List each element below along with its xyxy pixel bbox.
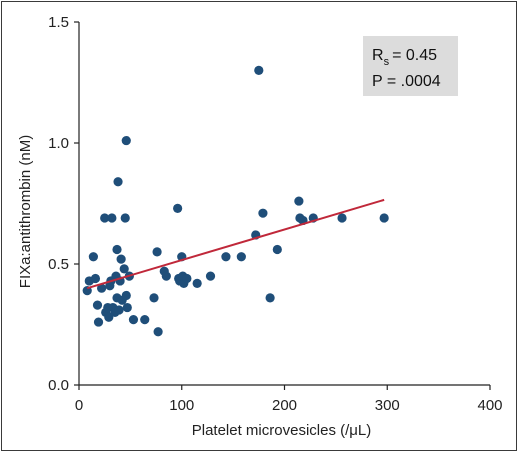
x-tick-label: 300 <box>375 397 400 414</box>
y-tick-label: 0.0 <box>48 377 69 394</box>
data-points <box>82 65 389 337</box>
data-point <box>140 315 150 325</box>
data-point <box>161 271 171 281</box>
data-point <box>152 247 162 257</box>
data-point <box>93 317 104 327</box>
data-point <box>121 135 131 146</box>
data-point <box>100 213 110 223</box>
rs-subscript: s <box>384 56 390 68</box>
data-point <box>254 65 264 75</box>
y-tick-label: 1.0 <box>48 135 69 152</box>
x-tick-label: 400 <box>477 397 502 414</box>
data-point <box>128 315 139 325</box>
data-point <box>90 273 101 284</box>
data-point <box>258 208 268 218</box>
data-point <box>107 213 117 223</box>
x-axis-ticks: 0 100 200 300 400 <box>75 385 503 414</box>
data-point <box>337 213 347 223</box>
data-point <box>182 273 192 284</box>
data-point <box>121 290 131 301</box>
x-tick-label: 100 <box>169 397 194 414</box>
data-point <box>221 252 231 262</box>
data-point <box>205 271 216 281</box>
data-point <box>272 244 282 255</box>
x-tick-label: 0 <box>75 397 83 414</box>
x-tick-label: 200 <box>272 397 297 414</box>
data-point <box>119 264 129 274</box>
data-point <box>149 293 159 303</box>
rs-symbol: R <box>372 47 384 64</box>
data-point <box>236 252 246 262</box>
data-point <box>114 305 124 315</box>
data-point <box>173 203 183 213</box>
y-tick-label: 0.5 <box>48 256 69 273</box>
data-point <box>104 312 114 322</box>
data-point <box>116 254 126 264</box>
stats-box <box>363 36 458 96</box>
data-point <box>294 196 304 206</box>
regression-line <box>86 198 385 290</box>
data-point <box>265 293 275 303</box>
x-axis-title: Platelet microvesicles (/μL) <box>192 422 372 439</box>
data-point <box>153 327 163 337</box>
data-point <box>97 283 107 293</box>
y-axis-ticks: 0.0 0.5 1.0 1.5 <box>48 14 79 394</box>
p-value-label: P = .0004 <box>372 73 441 90</box>
data-point <box>192 278 202 288</box>
data-point <box>112 244 122 255</box>
y-axis-title: FIXa:antithrombin (nM) <box>17 135 34 288</box>
data-point <box>88 252 98 262</box>
y-tick-label: 1.5 <box>48 14 69 31</box>
data-point <box>122 302 132 313</box>
data-point <box>120 213 130 223</box>
data-point <box>92 300 103 310</box>
data-point <box>379 213 389 223</box>
rs-value: = 0.45 <box>392 47 437 64</box>
data-point <box>113 177 123 187</box>
rs-label: Rs = 0.45 <box>372 47 437 68</box>
